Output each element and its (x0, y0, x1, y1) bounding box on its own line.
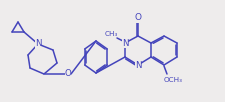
Text: O: O (134, 13, 141, 23)
Text: CH₃: CH₃ (104, 31, 117, 37)
Text: N: N (35, 39, 41, 48)
Text: N: N (134, 60, 141, 69)
Text: OCH₃: OCH₃ (163, 77, 182, 83)
Text: N: N (121, 38, 128, 48)
Text: O: O (64, 69, 71, 79)
